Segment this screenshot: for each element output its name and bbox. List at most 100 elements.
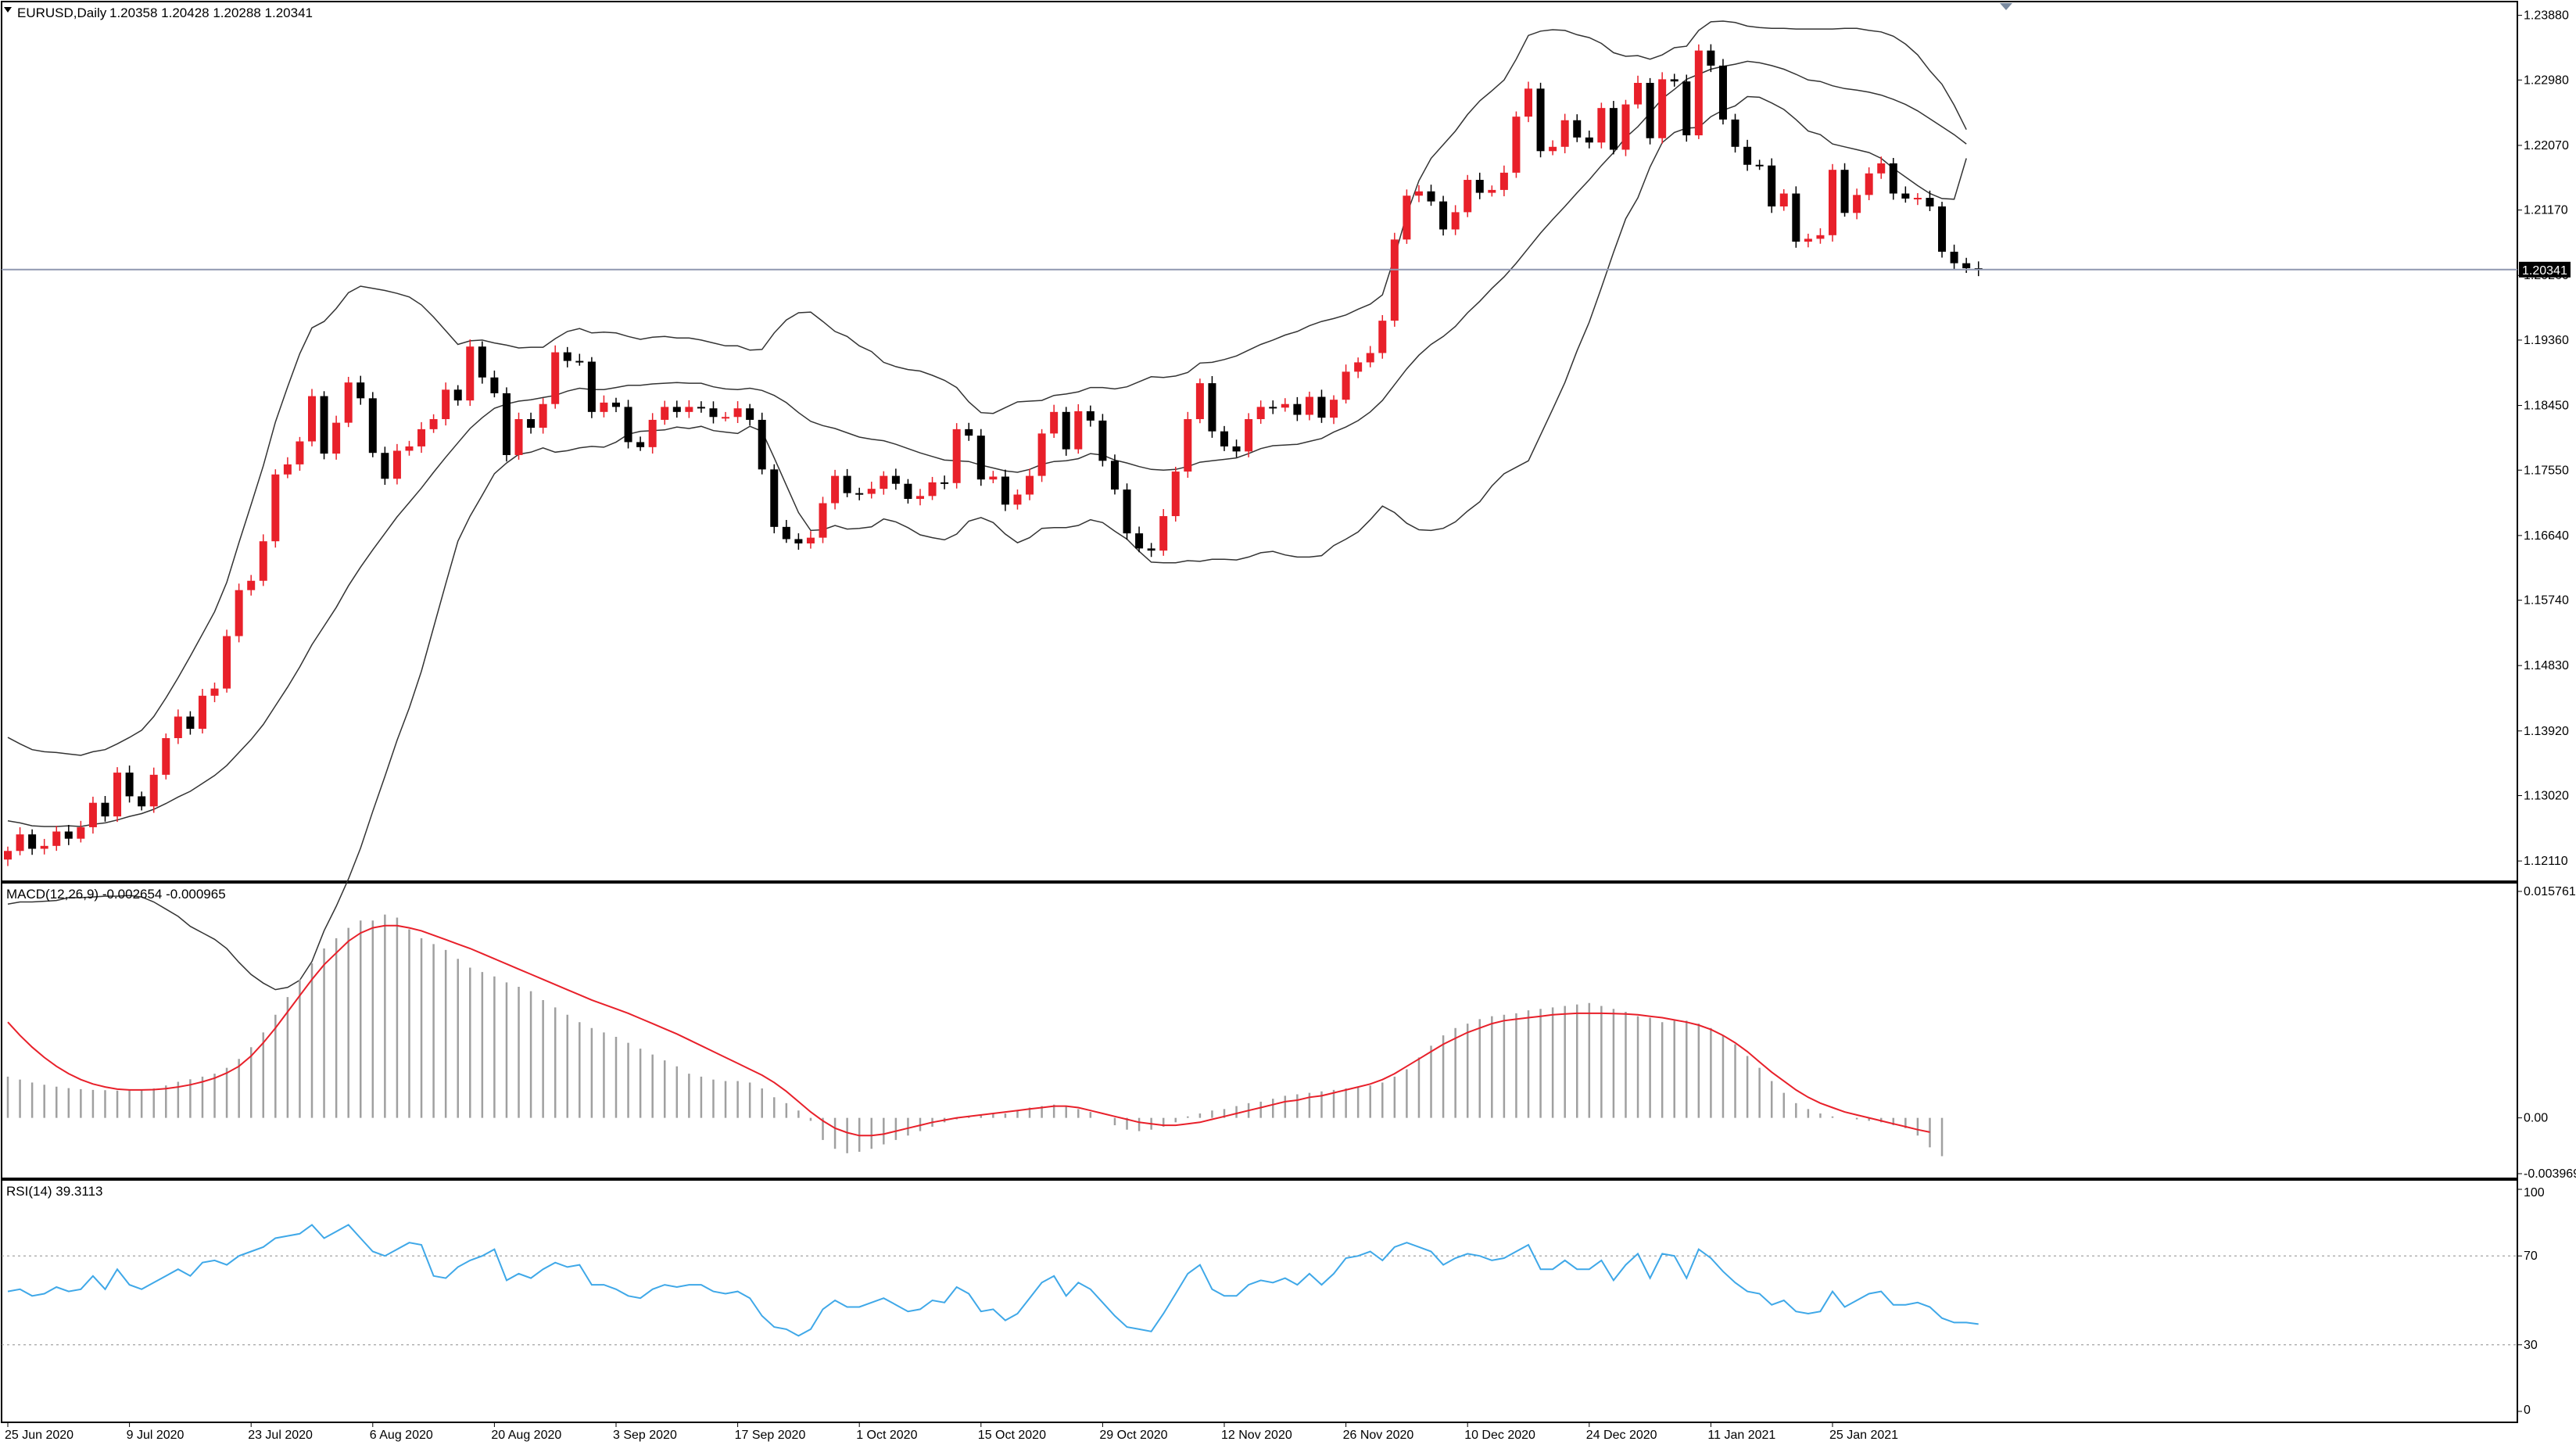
candle — [1597, 102, 1606, 149]
candle — [16, 826, 24, 855]
candle-body — [1634, 82, 1643, 105]
candle — [1549, 140, 1557, 156]
candle-body — [405, 446, 414, 451]
candle-body — [672, 407, 681, 412]
candle-body — [1366, 353, 1374, 363]
candle — [1366, 346, 1374, 368]
candle — [709, 401, 718, 424]
macd-title: MACD(12,26,9) -0.002654 -0.000965 — [6, 887, 226, 902]
candle — [1768, 158, 1776, 213]
candle — [1195, 378, 1204, 424]
candle — [1488, 185, 1496, 197]
candle — [442, 382, 450, 426]
main-panel-frame — [1, 1, 2518, 882]
time-tick-label: 6 Aug 2020 — [370, 1429, 433, 1442]
candle — [271, 469, 280, 548]
macd-tick-label: 0.00 — [2524, 1112, 2548, 1125]
candle-body — [551, 352, 560, 404]
candle-body — [174, 716, 182, 738]
candle — [1499, 165, 1508, 196]
candle — [344, 376, 353, 428]
candle — [636, 436, 645, 451]
candle-body — [1232, 446, 1241, 452]
candle-body — [1718, 65, 1727, 120]
candle — [819, 497, 827, 543]
candle-body — [1026, 475, 1034, 495]
candle-body — [1840, 170, 1849, 213]
candle-body — [1707, 50, 1715, 66]
candle-body — [1768, 165, 1776, 207]
candle — [1962, 257, 1971, 274]
candle-body — [563, 352, 571, 361]
candle-body — [1342, 371, 1350, 400]
price-tick-label: 1.16640 — [2524, 529, 2569, 543]
candle-body — [417, 428, 426, 446]
candle — [514, 412, 523, 460]
candle — [758, 412, 766, 475]
candle-body — [539, 403, 547, 428]
candle-body — [259, 541, 267, 581]
candle — [1464, 174, 1472, 217]
candle — [235, 583, 243, 643]
time-axis-labels: 25 Jun 2020 9 Jul 2020 23 Jul 2020 6 Aug 20… — [5, 1422, 1898, 1442]
candle-body — [113, 773, 122, 817]
candle-body — [1597, 108, 1606, 143]
candle — [916, 489, 924, 506]
macd-histogram — [6, 914, 1944, 1156]
candle — [502, 387, 511, 462]
candle — [746, 403, 754, 426]
candle — [1694, 44, 1703, 139]
candle — [320, 391, 328, 460]
rsi-tick-label: 30 — [2524, 1339, 2538, 1352]
candle-body — [855, 493, 864, 495]
candle-body — [490, 377, 499, 393]
chart-shift-marker-icon[interactable] — [2000, 3, 2012, 10]
macd-tick-label: -0.003969 — [2524, 1167, 2576, 1181]
candle — [1853, 188, 1861, 220]
candle-body — [1098, 420, 1107, 461]
candle-body — [1135, 533, 1144, 549]
bollinger-lower-line — [7, 95, 1967, 991]
candle — [113, 767, 122, 823]
rsi-plot — [2, 1224, 2517, 1346]
candle-body — [1962, 263, 1971, 269]
price-tick-label: 1.21170 — [2524, 204, 2568, 217]
current-price-label: 1.20341 — [2522, 264, 2567, 278]
candle — [1208, 375, 1216, 438]
candle-body — [332, 422, 341, 454]
candle-body — [758, 419, 766, 470]
candle-body — [1184, 419, 1192, 472]
candle-body — [1549, 146, 1557, 152]
candle — [685, 400, 693, 418]
candle-body — [271, 474, 280, 542]
candle-body — [709, 408, 718, 418]
candle — [1573, 114, 1582, 142]
candle-body — [976, 436, 985, 480]
candle — [1220, 425, 1228, 451]
candle-body — [1159, 516, 1168, 551]
time-tick-label: 11 Jan 2021 — [1707, 1429, 1775, 1442]
candle — [1342, 364, 1350, 404]
candle-body — [1512, 117, 1521, 173]
collapse-triangle-icon[interactable] — [4, 7, 12, 13]
candle — [1439, 195, 1448, 236]
candle-body — [296, 441, 304, 464]
candle — [1269, 400, 1277, 414]
candle — [1171, 466, 1180, 522]
candle — [1378, 314, 1387, 359]
candle — [1086, 405, 1095, 427]
candle — [1050, 404, 1059, 438]
candle — [466, 339, 475, 407]
candle-body — [697, 407, 705, 409]
price-axis-ticks: 1.238801.229801.220701.211701.202601.193… — [2517, 9, 2576, 1417]
candle — [1585, 131, 1593, 149]
candle — [1816, 228, 1825, 244]
candle-body — [77, 826, 85, 839]
candle — [770, 464, 779, 534]
candle-body — [1621, 104, 1630, 150]
candle — [1913, 192, 1922, 206]
candle — [1098, 414, 1107, 467]
candle-body — [186, 716, 195, 730]
candle-body — [1829, 170, 1836, 235]
candle — [1256, 400, 1265, 424]
